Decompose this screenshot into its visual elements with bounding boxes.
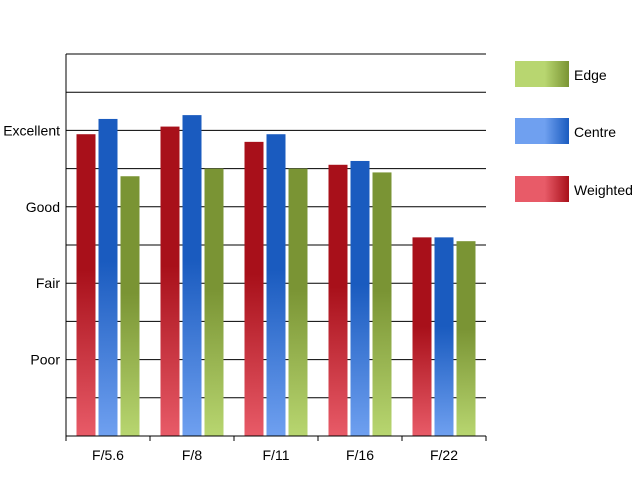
legend-label: Edge <box>574 67 607 83</box>
x-tick-label: F/5.6 <box>92 447 124 463</box>
bar-weighted-f-5-6 <box>76 134 96 436</box>
y-tick-labels: Poor Fair Good Excellent <box>3 122 60 367</box>
x-tick-label: F/11 <box>263 447 290 463</box>
legend-item-weighted: Weighted <box>515 176 633 202</box>
y-tick-label: Excellent <box>3 122 60 138</box>
y-tick-label: Fair <box>36 275 60 291</box>
bar-centre-f-22 <box>434 237 454 436</box>
bar-weighted-f-16 <box>328 164 348 436</box>
bar-edge-f-5-6 <box>120 176 140 437</box>
axes <box>65 54 487 441</box>
bar-edge-f-11 <box>288 168 308 436</box>
bar-edge-f-22 <box>456 241 476 436</box>
legend-label: Weighted <box>574 182 633 198</box>
bar-centre-f-5-6 <box>98 118 118 436</box>
legend-swatch <box>515 118 569 144</box>
legend-swatch <box>515 176 569 202</box>
bar-weighted-f-11 <box>244 141 264 437</box>
x-tick-label: F/16 <box>346 447 374 463</box>
legend-label: Centre <box>574 124 616 140</box>
bar-weighted-f-22 <box>412 237 432 436</box>
bar-centre-f-16 <box>350 160 370 436</box>
bar-edge-f-8 <box>204 168 224 436</box>
legend-item-centre: Centre <box>515 118 616 144</box>
bars <box>76 115 476 437</box>
bar-edge-f-16 <box>372 172 392 437</box>
legend-item-edge: Edge <box>515 61 607 87</box>
x-tick-label: F/8 <box>182 447 202 463</box>
x-tick-labels: F/5.6 F/8 F/11 F/16 F/22 <box>92 447 458 463</box>
bar-centre-f-8 <box>182 115 202 437</box>
bar-centre-f-11 <box>266 134 286 436</box>
bar-weighted-f-8 <box>160 126 180 436</box>
y-tick-label: Good <box>26 199 60 215</box>
legend-swatch <box>515 61 569 87</box>
legend: Edge Centre Weighted <box>515 61 633 202</box>
y-tick-label: Poor <box>30 352 60 368</box>
x-tick-label: F/22 <box>430 447 458 463</box>
